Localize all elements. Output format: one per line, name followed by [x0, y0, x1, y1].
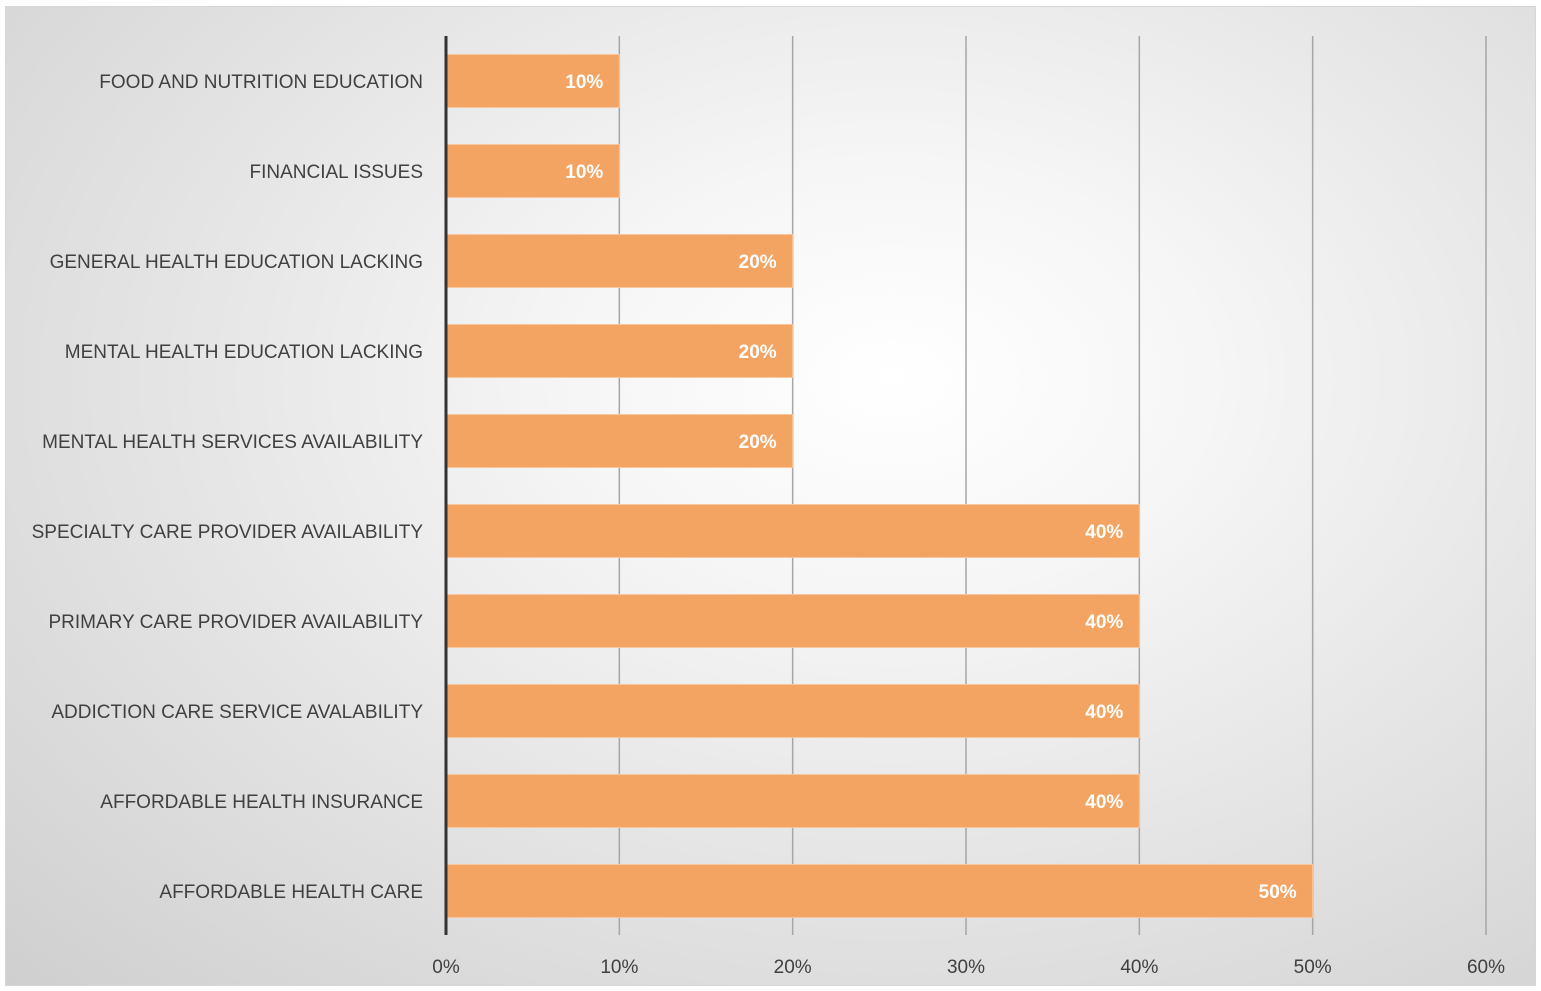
- bar: [445, 864, 1314, 918]
- bar: [445, 144, 620, 198]
- labels: 0% 10% 20% 30% 40% 50% 60% FOOD AND NUTRITION E…: [32, 72, 1506, 978]
- x-tick-label: 20%: [774, 957, 812, 978]
- data-label: 40%: [1085, 612, 1123, 633]
- data-label: 10%: [565, 72, 603, 93]
- x-tick-label: 0%: [432, 957, 460, 978]
- bar: [445, 324, 794, 378]
- category-label: AFFORDABLE HEALTH INSURANCE: [100, 792, 423, 813]
- category-label: ADDICTION CARE SERVICE AVALABILITY: [51, 702, 423, 723]
- category-label: AFFORDABLE HEALTH CARE: [159, 882, 423, 903]
- data-label: 20%: [739, 432, 777, 453]
- x-tick-label: 50%: [1294, 957, 1332, 978]
- data-label: 20%: [739, 342, 777, 363]
- category-label: SPECIALTY CARE PROVIDER AVAILABILITY: [32, 522, 424, 543]
- category-label: MENTAL HEALTH EDUCATION LACKING: [65, 342, 423, 363]
- data-label: 40%: [1085, 702, 1123, 723]
- bar: [445, 234, 794, 288]
- data-label: 20%: [739, 252, 777, 273]
- category-label: FINANCIAL ISSUES: [249, 162, 423, 183]
- x-tick-label: 60%: [1467, 957, 1505, 978]
- data-label: 10%: [565, 162, 603, 183]
- bar: [445, 684, 1140, 738]
- bars: [445, 54, 1314, 918]
- category-label: PRIMARY CARE PROVIDER AVAILABILITY: [49, 612, 424, 633]
- data-label: 40%: [1085, 792, 1123, 813]
- bar: [445, 414, 794, 468]
- category-label: GENERAL HEALTH EDUCATION LACKING: [50, 252, 423, 273]
- x-tick-label: 30%: [947, 957, 985, 978]
- data-label: 40%: [1085, 522, 1123, 543]
- bar: [445, 774, 1140, 828]
- x-tick-label: 40%: [1120, 957, 1158, 978]
- bar: [445, 594, 1140, 648]
- category-label: FOOD AND NUTRITION EDUCATION: [99, 72, 423, 93]
- x-tick-label: 10%: [600, 957, 638, 978]
- bar: [445, 504, 1140, 558]
- data-label: 50%: [1259, 882, 1297, 903]
- category-label: MENTAL HEALTH SERVICES AVAILABILITY: [42, 432, 423, 453]
